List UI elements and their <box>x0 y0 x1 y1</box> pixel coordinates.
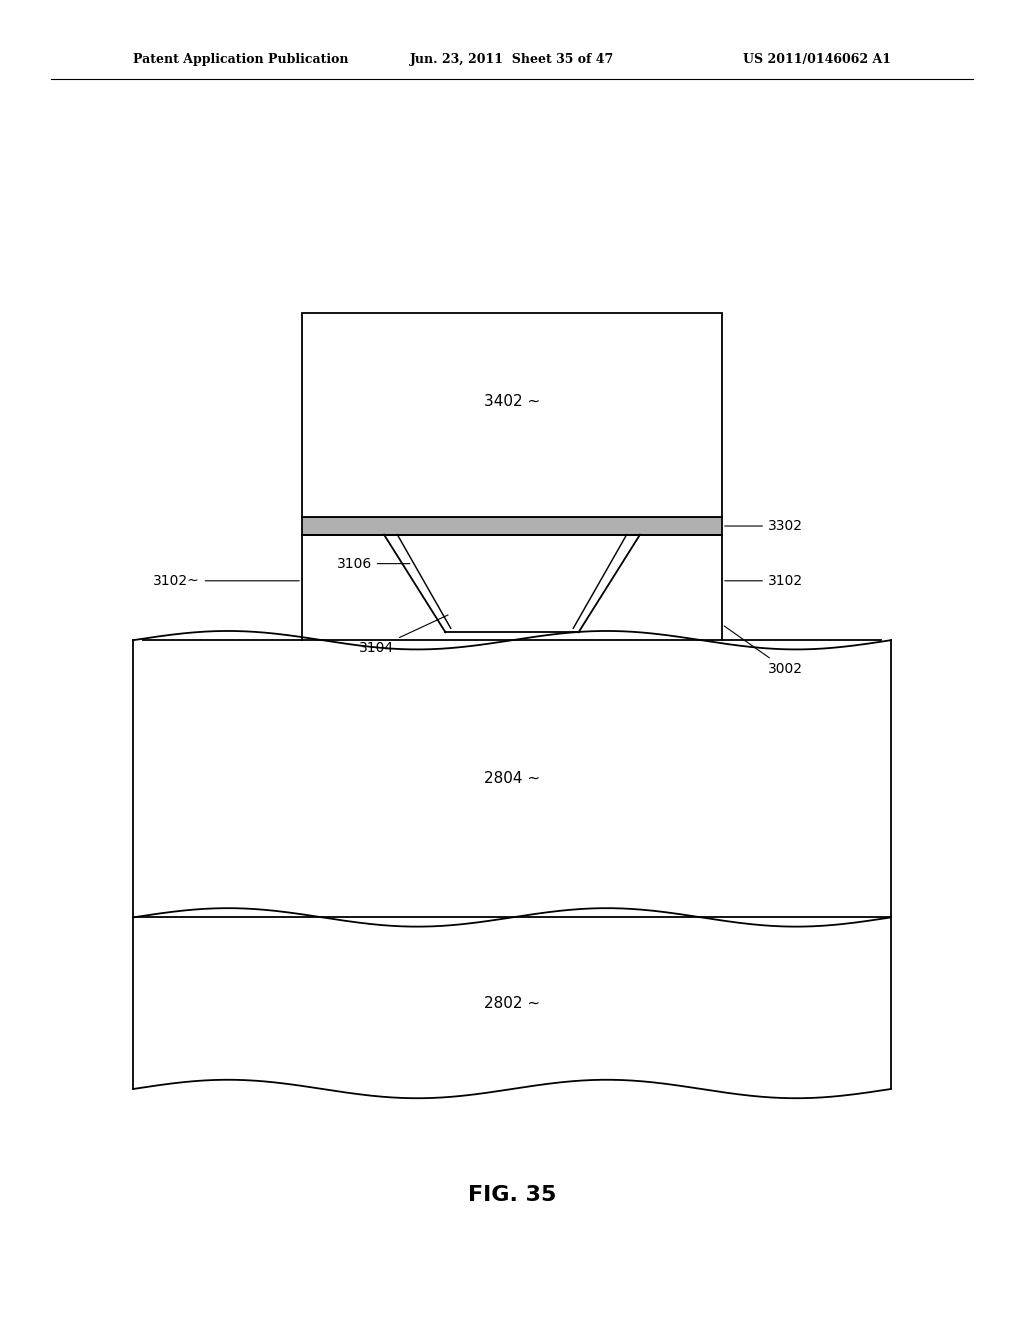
Bar <box>302 517 722 535</box>
Text: Patent Application Publication: Patent Application Publication <box>133 53 348 66</box>
Text: 3104: 3104 <box>359 615 449 655</box>
Text: 3102: 3102 <box>725 574 803 587</box>
Text: US 2011/0146062 A1: US 2011/0146062 A1 <box>742 53 891 66</box>
Text: 2804 ~: 2804 ~ <box>484 771 540 787</box>
Text: Jun. 23, 2011  Sheet 35 of 47: Jun. 23, 2011 Sheet 35 of 47 <box>410 53 614 66</box>
Text: 3002: 3002 <box>724 626 803 676</box>
Text: 3302: 3302 <box>725 519 803 533</box>
Text: 3102~: 3102~ <box>153 574 299 587</box>
Text: 3402 ~: 3402 ~ <box>484 395 540 409</box>
Text: FIG. 35: FIG. 35 <box>468 1184 556 1205</box>
Bar <box>302 313 722 517</box>
Text: 2802 ~: 2802 ~ <box>484 995 540 1011</box>
Text: 3106: 3106 <box>337 557 410 570</box>
